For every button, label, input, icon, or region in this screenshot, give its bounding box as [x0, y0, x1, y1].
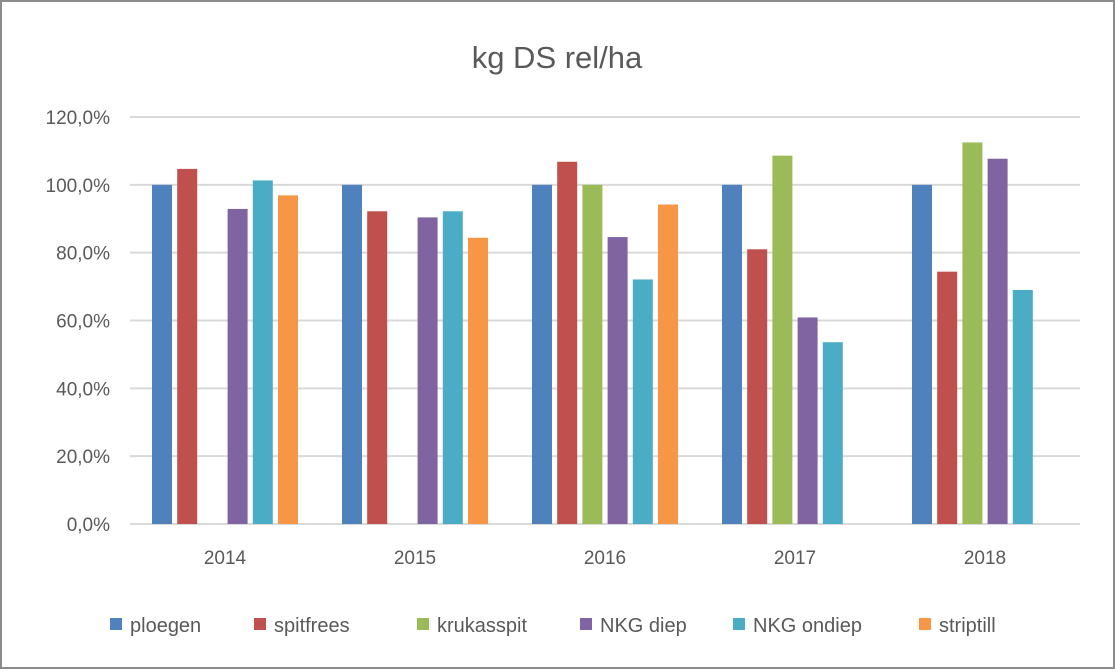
bar-nkg-ondiep-2018: [1012, 289, 1033, 524]
bar-krukasspit-2016: [582, 184, 603, 525]
legend-swatch: [733, 618, 745, 630]
bar-nkg-diep-2018: [987, 158, 1008, 524]
bar-nkg-diep-2017: [797, 317, 818, 524]
bar-nkg-ondiep-2016: [632, 279, 653, 524]
bar-spitfrees-2017: [747, 249, 768, 524]
y-tick-label: 120,0%: [46, 108, 111, 129]
legend-label: krukasspit: [437, 615, 527, 637]
bar-striptill-2014: [278, 195, 298, 524]
y-tick-label: 20,0%: [56, 447, 110, 468]
legend-item: krukasspit: [417, 615, 527, 637]
x-tick-label: 2014: [204, 548, 247, 569]
chart-title: kg DS rel/ha: [472, 40, 643, 75]
y-tick-label: 0,0%: [67, 515, 110, 536]
y-tick-label: 100,0%: [46, 176, 111, 197]
x-tick-label: 2018: [964, 548, 1006, 569]
bar-nkg-diep-2014: [227, 208, 248, 524]
legend-swatch: [580, 618, 592, 630]
bar-spitfrees-2014: [177, 168, 198, 524]
legend-label: NKG diep: [600, 615, 687, 637]
bar-nkg-diep-2015: [417, 217, 438, 525]
legend-swatch: [919, 618, 931, 630]
legend-item: spitfrees: [254, 615, 350, 637]
legend-swatch: [254, 618, 266, 630]
legend-label: striptill: [939, 615, 996, 637]
bar-spitfrees-2016: [557, 161, 578, 524]
bar-krukasspit-2018: [962, 142, 983, 524]
legend-label: NKG ondiep: [753, 615, 862, 637]
bar-nkg-ondiep-2017: [822, 342, 843, 524]
bar-nkg-ondiep-2015: [442, 211, 463, 524]
legend-label: spitfrees: [274, 615, 350, 637]
bar-spitfrees-2018: [937, 271, 958, 524]
legend-item: striptill: [919, 615, 996, 637]
bar-striptill-2015: [468, 237, 488, 524]
y-tick-label: 40,0%: [56, 379, 110, 400]
legend-swatch: [417, 618, 429, 630]
bar-ploegen-2015: [342, 184, 362, 525]
x-tick-label: 2015: [394, 548, 436, 569]
y-tick-label: 60,0%: [56, 312, 110, 333]
x-tick-label: 2017: [774, 548, 816, 569]
legend-item: NKG ondiep: [733, 615, 862, 637]
legend-label: ploegen: [130, 615, 201, 637]
bar-ploegen-2014: [152, 184, 172, 525]
bar-striptill-2016: [658, 204, 678, 524]
legend-swatch: [110, 618, 122, 630]
legend-item: NKG diep: [580, 615, 687, 637]
bar-ploegen-2016: [532, 184, 552, 525]
bar-krukasspit-2017: [772, 155, 793, 525]
y-tick-label: 80,0%: [56, 244, 110, 265]
bar-ploegen-2018: [912, 184, 932, 525]
legend-item: ploegen: [110, 615, 201, 637]
bar-ploegen-2017: [722, 184, 742, 525]
bar-nkg-ondiep-2014: [252, 180, 273, 524]
bar-spitfrees-2015: [367, 211, 388, 524]
bar-nkg-diep-2016: [607, 237, 628, 524]
x-tick-label: 2016: [584, 548, 626, 569]
